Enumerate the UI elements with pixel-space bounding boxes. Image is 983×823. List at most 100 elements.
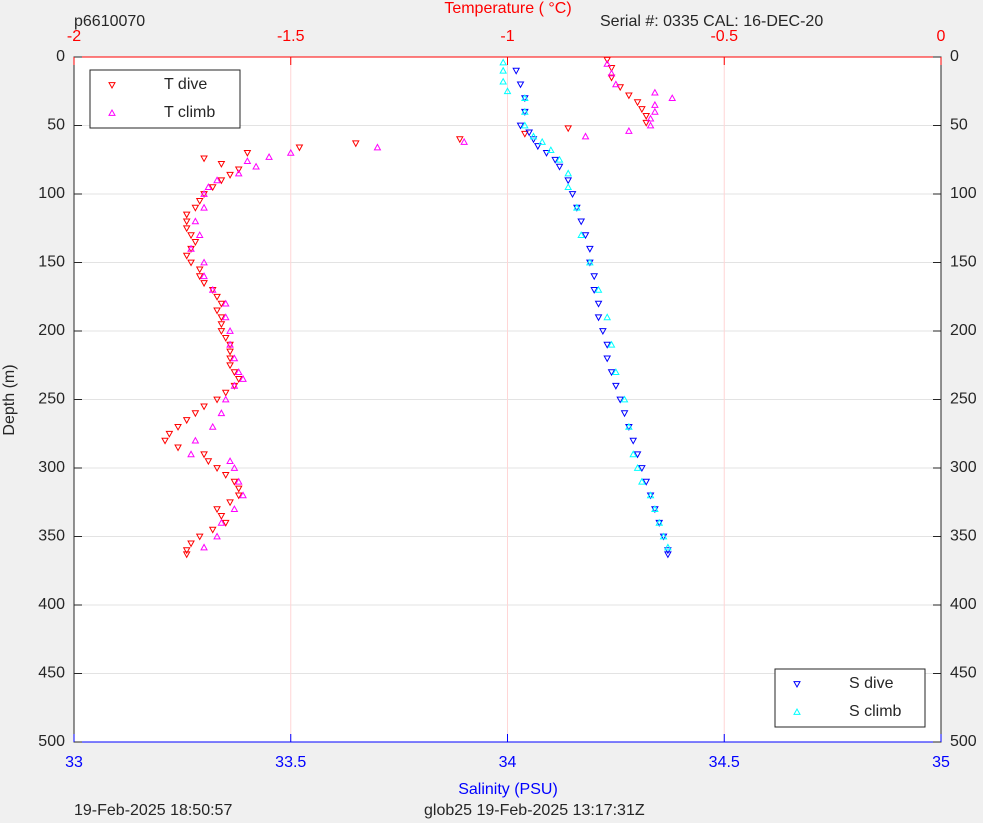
data-point	[200, 451, 208, 459]
data-point	[217, 177, 226, 185]
data-point	[221, 471, 230, 479]
data-point	[217, 314, 226, 322]
data-point	[191, 436, 200, 444]
data-point	[460, 137, 468, 145]
data-point	[629, 450, 638, 458]
data-point	[230, 369, 239, 377]
data-point	[586, 245, 594, 253]
data-point	[577, 231, 586, 238]
data-point	[512, 67, 521, 75]
data-point	[230, 505, 239, 512]
data-point	[620, 395, 629, 403]
data-point	[499, 66, 508, 74]
legend-marker	[108, 108, 116, 116]
data-point	[603, 313, 612, 321]
data-point	[252, 162, 260, 170]
data-point	[564, 169, 573, 177]
data-point	[200, 203, 208, 211]
y2-tick-label: 450	[950, 665, 977, 682]
data-point	[633, 463, 642, 471]
data-point	[217, 518, 226, 526]
x-tick-label: 34	[499, 754, 517, 771]
data-point	[195, 266, 204, 274]
legend-box	[89, 69, 241, 129]
y2-tick-label: 200	[950, 322, 977, 339]
data-point	[612, 382, 620, 390]
data-point	[668, 94, 677, 101]
y2-tick-label: 0	[950, 48, 959, 65]
data-point	[165, 430, 174, 438]
data-point	[217, 300, 226, 308]
data-point	[607, 340, 616, 348]
data-point	[625, 126, 633, 134]
data-point	[642, 119, 651, 127]
data-point	[226, 355, 234, 363]
data-point	[295, 144, 304, 152]
data-point	[599, 328, 607, 336]
y2-tick-label: 300	[950, 459, 977, 476]
data-point	[612, 368, 620, 375]
y2-tick-label: 500	[950, 733, 977, 750]
legend-label: S climb	[849, 703, 902, 720]
data-point	[226, 171, 234, 179]
y2-tick-label: 50	[950, 117, 968, 134]
legend-marker	[793, 707, 801, 715]
data-point	[499, 77, 508, 85]
data-point	[603, 355, 612, 363]
data-point	[217, 160, 226, 168]
data-point	[525, 129, 534, 137]
x-tick-label: 35	[932, 754, 950, 771]
data-point	[213, 506, 221, 514]
data-point	[520, 130, 529, 138]
data-point	[191, 217, 200, 225]
data-point	[243, 150, 252, 157]
data-point	[213, 465, 221, 473]
data-point	[204, 458, 213, 466]
footer-left: 19-Feb-2025 18:50:57	[74, 802, 232, 819]
data-point	[646, 121, 655, 129]
data-point	[529, 132, 538, 140]
data-point	[586, 258, 594, 266]
data-point	[659, 532, 668, 540]
data-point	[646, 491, 655, 499]
data-point	[607, 369, 616, 377]
legend-marker	[793, 681, 801, 689]
data-point	[651, 88, 659, 96]
data-point	[581, 232, 590, 240]
x2-tick-label: 0	[937, 28, 946, 45]
x-axis-title: Salinity (PSU)	[458, 781, 558, 798]
data-point	[191, 204, 200, 212]
data-point	[195, 273, 204, 281]
data-point	[208, 184, 217, 192]
data-point	[286, 148, 295, 156]
data-point	[603, 59, 612, 67]
data-point	[174, 424, 182, 431]
data-point	[581, 132, 590, 140]
x2-tick-label: -0.5	[710, 28, 738, 45]
x-tick-label: 33	[65, 754, 83, 771]
data-point	[373, 143, 382, 151]
data-point	[234, 376, 243, 383]
data-point	[226, 348, 234, 356]
x2-axis-title: Temperature ( °C)	[444, 0, 571, 17]
x2-tick-label: -1	[500, 28, 514, 45]
data-point	[529, 136, 538, 144]
data-point	[226, 340, 234, 348]
data-point	[226, 326, 234, 334]
data-point	[187, 244, 195, 252]
data-point	[182, 218, 191, 226]
data-point	[221, 389, 230, 397]
data-point	[234, 368, 243, 375]
data-point	[564, 125, 573, 133]
data-point	[221, 334, 230, 342]
y2-tick-label: 100	[950, 185, 977, 202]
legend-label: S dive	[849, 675, 894, 692]
data-point	[664, 551, 672, 559]
data-point	[243, 157, 252, 165]
x2-tick-label: -2	[67, 28, 81, 45]
data-point	[638, 106, 646, 114]
data-point	[629, 437, 638, 445]
data-point	[213, 396, 221, 404]
data-point	[213, 176, 221, 184]
data-point	[195, 197, 204, 205]
